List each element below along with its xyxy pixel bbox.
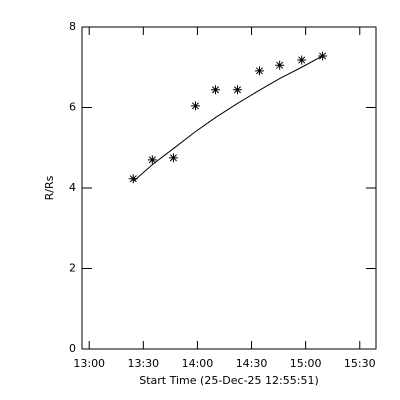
y-axis-label: R/Rs	[43, 175, 56, 200]
point	[254, 66, 264, 76]
point	[297, 55, 307, 65]
y-tick-label: 4	[69, 181, 76, 194]
x-tick-label: 14:30	[236, 357, 268, 370]
x-tick-label: 14:00	[182, 357, 214, 370]
x-tick-label: 13:00	[73, 357, 105, 370]
y-tick-label: 6	[69, 101, 76, 114]
y-tick-label: 8	[69, 20, 76, 33]
y-tick-label: 2	[69, 262, 76, 275]
point	[190, 101, 200, 111]
plot-frame	[81, 26, 377, 350]
y-tick-label: 0	[69, 342, 76, 355]
x-tick-label: 15:00	[290, 357, 322, 370]
point	[128, 174, 138, 184]
point	[210, 85, 220, 95]
point	[318, 51, 328, 61]
point	[275, 60, 285, 70]
point	[147, 155, 157, 165]
x-tick-label: 15:30	[344, 357, 376, 370]
fit-line	[132, 55, 323, 182]
x-tick-label: 13:30	[127, 357, 159, 370]
x-axis-label: Start Time (25-Dec-25 12:55:51)	[139, 374, 319, 387]
point	[232, 85, 242, 95]
point	[168, 153, 178, 163]
